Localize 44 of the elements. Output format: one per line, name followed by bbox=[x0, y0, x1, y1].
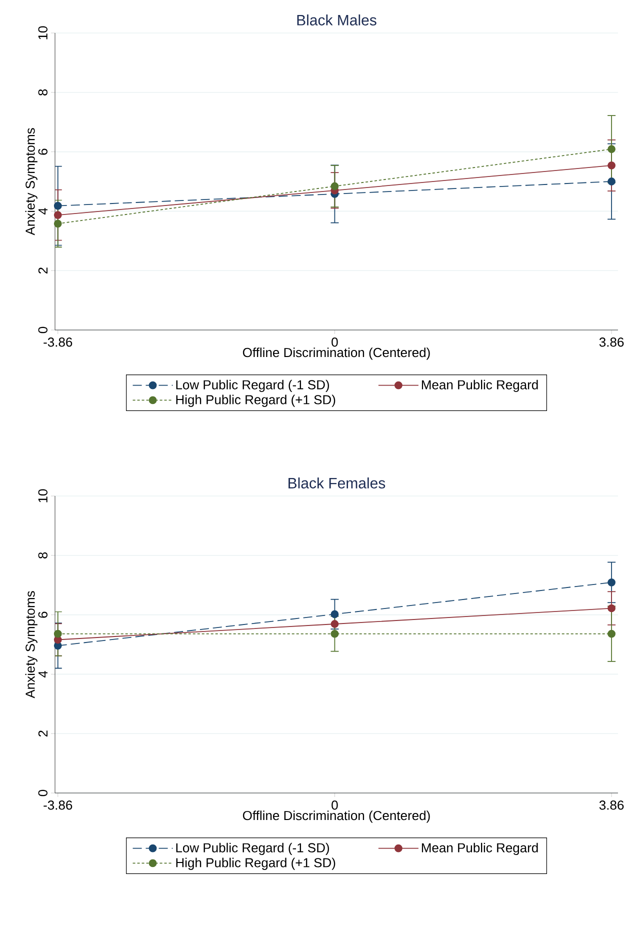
chart-title: Black Males bbox=[297, 14, 376, 26]
y-axis-title: Anxiety Symptoms bbox=[25, 591, 38, 698]
x-axis-title: Offline Discrimination (Centered) bbox=[242, 810, 430, 823]
y-tick-label: 10 bbox=[38, 26, 48, 40]
x-tick-label: 3.86 bbox=[599, 338, 624, 347]
point bbox=[330, 620, 339, 628]
legend-label: Mean Public Regard bbox=[422, 380, 538, 392]
y-tick-label: 8 bbox=[38, 89, 48, 96]
legend-label: Low Public Regard (-1 SD) bbox=[176, 380, 330, 392]
x-tick-label: 0 bbox=[332, 338, 338, 347]
y-tick-label: 6 bbox=[38, 148, 48, 155]
y-tick-label: 8 bbox=[38, 552, 48, 558]
point bbox=[54, 220, 62, 228]
point bbox=[608, 145, 616, 154]
y-tick-label: 0 bbox=[38, 326, 48, 334]
point bbox=[608, 162, 616, 170]
y-tick-label: 4 bbox=[38, 670, 48, 678]
legend-label: Mean Public Regard bbox=[422, 842, 538, 855]
point bbox=[54, 211, 62, 220]
point bbox=[330, 182, 339, 190]
point bbox=[608, 178, 616, 186]
y-tick-label: 2 bbox=[38, 268, 48, 274]
point bbox=[608, 630, 616, 638]
x-tick-label: -3.86 bbox=[44, 800, 72, 810]
point bbox=[608, 604, 616, 612]
point bbox=[54, 630, 62, 638]
legend-label: High Public Regard (+1 SD) bbox=[176, 394, 336, 407]
x-axis-title: Offline Discrimination (Centered) bbox=[242, 348, 430, 360]
y-tick-label: 4 bbox=[38, 208, 48, 215]
point bbox=[608, 578, 616, 586]
chart-title: Black Females bbox=[288, 477, 386, 488]
x-tick-label: -3.86 bbox=[44, 338, 72, 347]
x-tick-label: 0 bbox=[332, 800, 338, 810]
y-tick-label: 2 bbox=[38, 730, 48, 737]
y-tick-label: 0 bbox=[38, 790, 48, 796]
point bbox=[330, 630, 339, 638]
y-tick-label: 6 bbox=[38, 612, 48, 618]
y-tick-label: 10 bbox=[38, 489, 48, 502]
y-axis-title: Anxiety Symptoms bbox=[25, 128, 38, 236]
legend-label: Low Public Regard (-1 SD) bbox=[176, 842, 330, 855]
x-tick-label: 3.86 bbox=[599, 800, 624, 810]
point bbox=[330, 610, 339, 618]
point bbox=[54, 202, 62, 210]
legend-label: High Public Regard (+1 SD) bbox=[176, 858, 336, 870]
